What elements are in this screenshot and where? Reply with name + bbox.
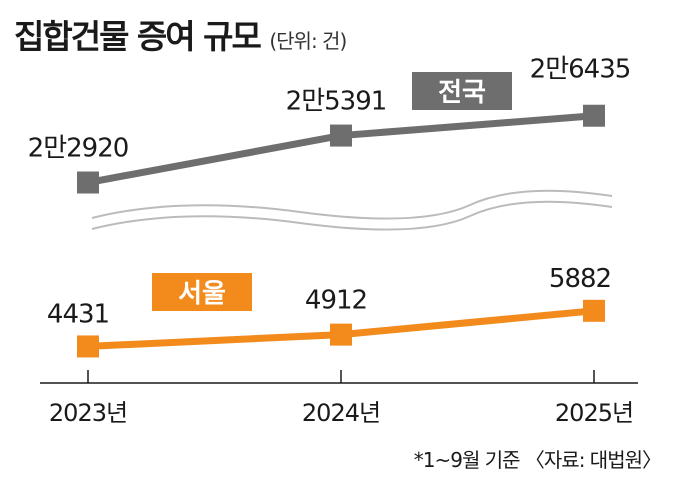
data-point-marker (77, 335, 99, 358)
legend-label: 전국 (438, 78, 486, 108)
data-label: 4912 (305, 286, 367, 316)
axis-break-wave (91, 200, 613, 231)
data-label: 2만6435 (530, 55, 631, 85)
source-note: *1~9월 기준 〈자료: 대법원〉 (413, 448, 662, 472)
data-point-marker (583, 299, 605, 322)
data-point-marker (330, 323, 352, 346)
legend-box (412, 72, 512, 110)
axis-break-wave (91, 189, 613, 220)
legend-box (152, 273, 252, 311)
chart-title: 집합건물 증여 규모 (14, 17, 262, 56)
legend-label: 서울 (178, 279, 226, 309)
chart-title-block: 집합건물 증여 규모 (단위: 건) (14, 10, 347, 58)
x-tick-label: 2024년 (302, 399, 380, 427)
data-label: 5882 (549, 264, 611, 294)
data-point-marker (583, 104, 605, 127)
unit-label: (단위: 건) (269, 29, 347, 53)
data-point-marker (77, 171, 99, 194)
data-point-marker (330, 124, 352, 147)
data-label: 2만2920 (28, 134, 129, 164)
data-label: 4431 (47, 299, 109, 329)
data-label: 2만5391 (286, 87, 387, 117)
x-tick-label: 2025년 (555, 399, 633, 427)
x-tick-label: 2023년 (49, 399, 127, 427)
